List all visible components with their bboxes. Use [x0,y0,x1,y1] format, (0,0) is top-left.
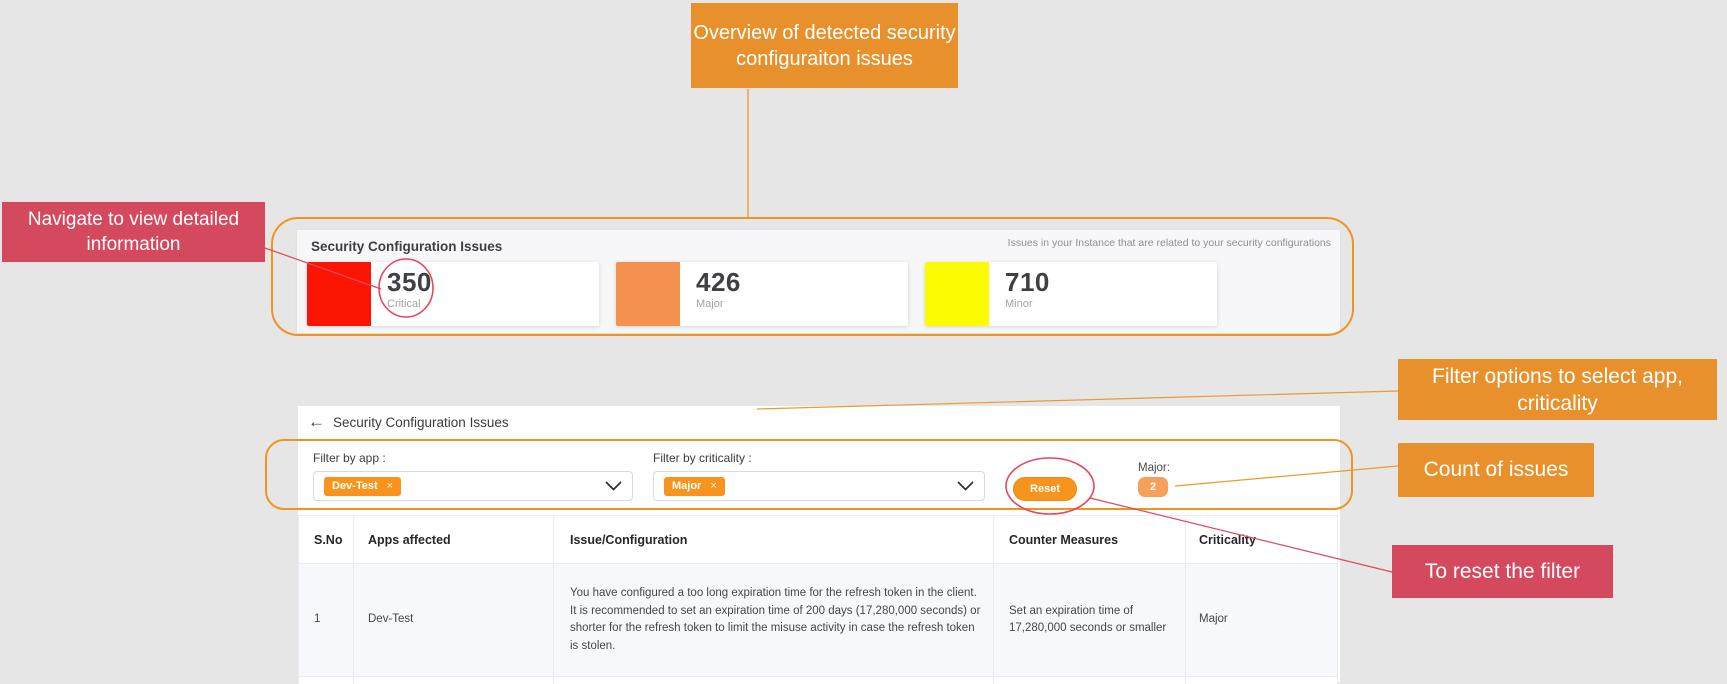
minor-issues-card[interactable]: 710 Minor [925,262,1217,326]
critical-label: Critical [387,298,421,310]
detail-page-title: Security Configuration Issues [333,414,509,430]
issue-count-badge: 2 [1138,477,1168,497]
app-filter-tag-label: Dev-Test [332,479,378,492]
critical-issues-card[interactable]: 350 Critical [307,262,599,326]
major-issues-card[interactable]: 426 Major [616,262,908,326]
col-header-counter-measures: Counter Measures [994,516,1186,563]
back-arrow-icon[interactable]: ← [308,412,325,431]
chevron-down-icon [605,481,622,491]
filter-by-app-label: Filter by app : [313,451,386,465]
issue-cards-row: 350 Critical 426 Major 710 Minor [307,262,1217,326]
callout-overview: Overview of detected security configurai… [691,3,958,88]
col-header-apps-affected: Apps affected [354,516,554,563]
col-header-criticality: Criticality [1186,516,1338,563]
callout-filter-options: Filter options to select app, criticalit… [1398,359,1717,420]
security-config-detail-panel: ← Security Configuration Issues Filter b… [298,406,1340,684]
cell-counter-measures: Set an expiration time of 17,280,000 sec… [994,564,1186,676]
close-icon[interactable]: × [710,479,717,492]
minor-count: 710 [1005,267,1050,297]
security-config-overview-panel: Security Configuration Issues Issues in … [297,230,1340,333]
issues-table: S.No Apps affected Issue/Configuration C… [298,515,1338,684]
criticality-filter-tag-label: Major [672,479,702,492]
overview-panel-subtitle: Issues in your Instance that are related… [1007,237,1331,249]
close-icon[interactable]: × [386,479,394,492]
minor-label: Minor [1005,298,1033,310]
cell-sno: 1 [299,564,354,676]
table-header-row: S.No Apps affected Issue/Configuration C… [299,515,1338,563]
major-label: Major [696,298,724,310]
chevron-down-icon [957,481,974,491]
major-count-label: Major: [1138,462,1170,474]
callout-reset-filter: To reset the filter [1392,545,1613,598]
app-filter-tag: Dev-Test × [324,476,402,496]
critical-count: 350 [387,267,432,297]
minor-color-swatch [925,262,989,326]
filter-by-criticality-label: Filter by criticality : [653,451,752,465]
table-row-partial [299,676,1338,684]
cell-app: Dev-Test [354,564,554,676]
detail-header: ← Security Configuration Issues [308,412,509,431]
major-count: 426 [696,267,741,297]
criticality-filter-dropdown[interactable]: Major × [653,471,985,501]
table-row: 1 Dev-Test You have configured a too lon… [299,563,1338,676]
col-header-issue-configuration: Issue/Configuration [554,516,994,563]
callout-count-of-issues: Count of issues [1398,443,1594,497]
cell-issue: You have configured a too long expiratio… [554,564,994,676]
criticality-filter-tag: Major × [664,476,725,496]
callout-navigate: Navigate to view detailed information [2,202,265,262]
app-filter-dropdown[interactable]: Dev-Test × [313,471,633,501]
cell-criticality: Major [1186,564,1338,676]
col-header-sno: S.No [299,516,354,563]
critical-color-swatch [307,262,371,326]
overview-panel-title: Security Configuration Issues [311,239,503,254]
reset-filter-button[interactable]: Reset [1013,477,1077,501]
major-color-swatch [616,262,680,326]
